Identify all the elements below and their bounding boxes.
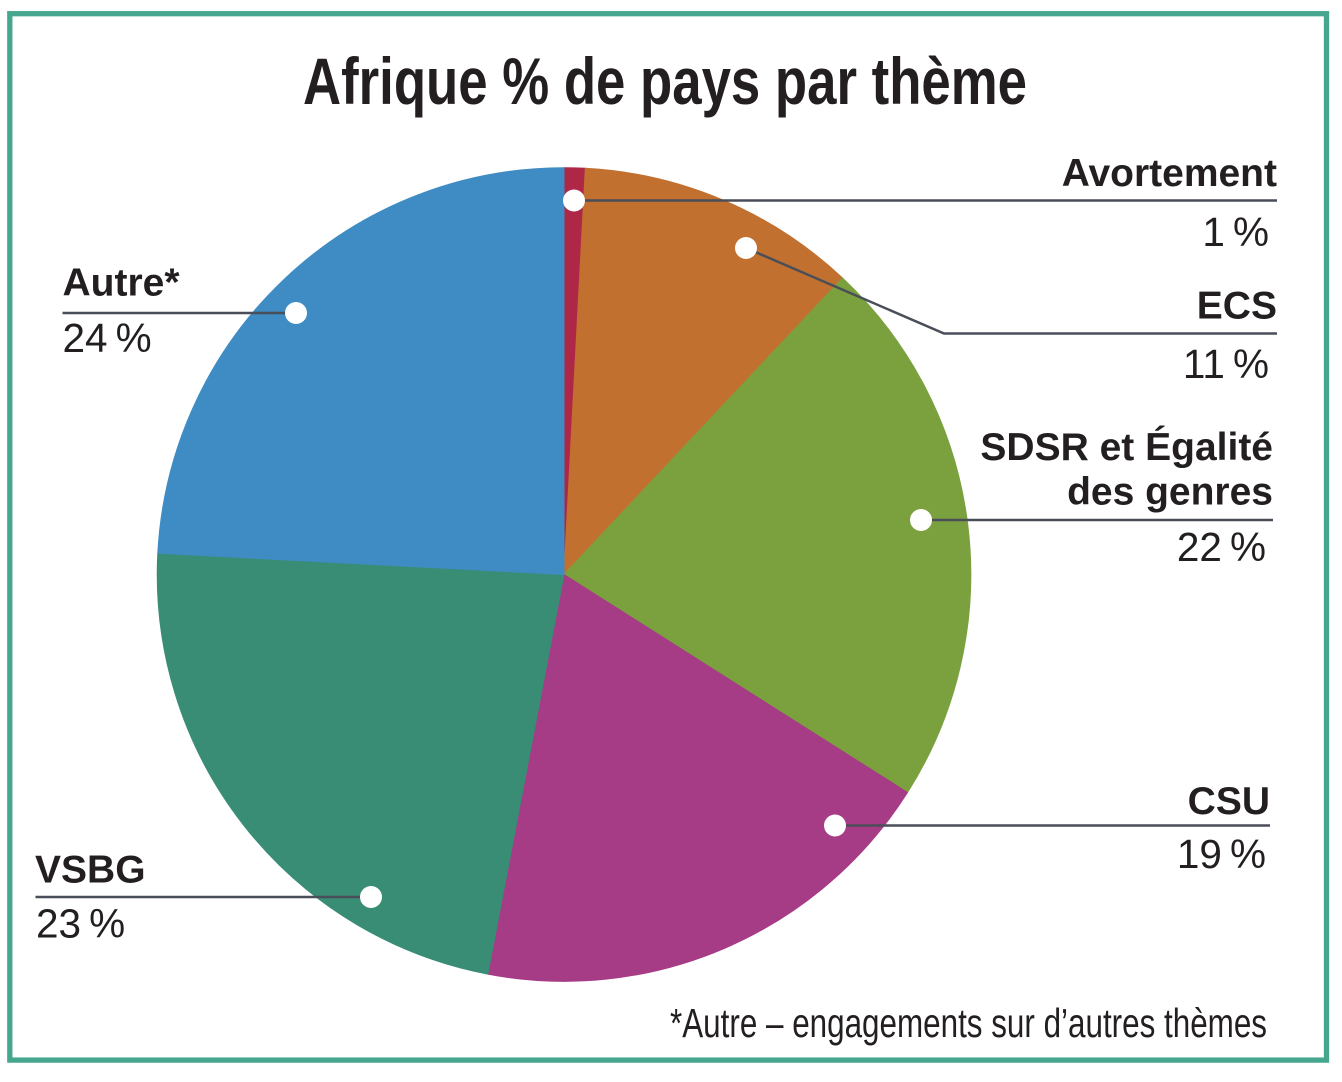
svg-text:24 %: 24 %: [63, 315, 152, 361]
svg-text:VSBG: VSBG: [35, 849, 146, 892]
svg-text:Avortement: Avortement: [1062, 152, 1277, 195]
svg-text:11 %: 11 %: [1183, 341, 1269, 387]
svg-text:SDSR et Égalité: SDSR et Égalité: [980, 425, 1273, 469]
svg-text:Afrique % de pays par thème: Afrique % de pays par thème: [303, 44, 1027, 118]
svg-text:22 %: 22 %: [1177, 524, 1266, 570]
svg-text:1 %: 1 %: [1202, 209, 1269, 255]
svg-text:Autre*: Autre*: [63, 262, 181, 305]
svg-text:*Autre – engagements sur d’aut: *Autre – engagements sur d’autres thèmes: [670, 1000, 1267, 1046]
svg-text:ECS: ECS: [1197, 285, 1277, 328]
svg-text:des genres: des genres: [1067, 471, 1273, 514]
svg-text:CSU: CSU: [1188, 780, 1270, 823]
svg-text:23 %: 23 %: [36, 901, 125, 947]
svg-text:19 %: 19 %: [1177, 831, 1266, 877]
